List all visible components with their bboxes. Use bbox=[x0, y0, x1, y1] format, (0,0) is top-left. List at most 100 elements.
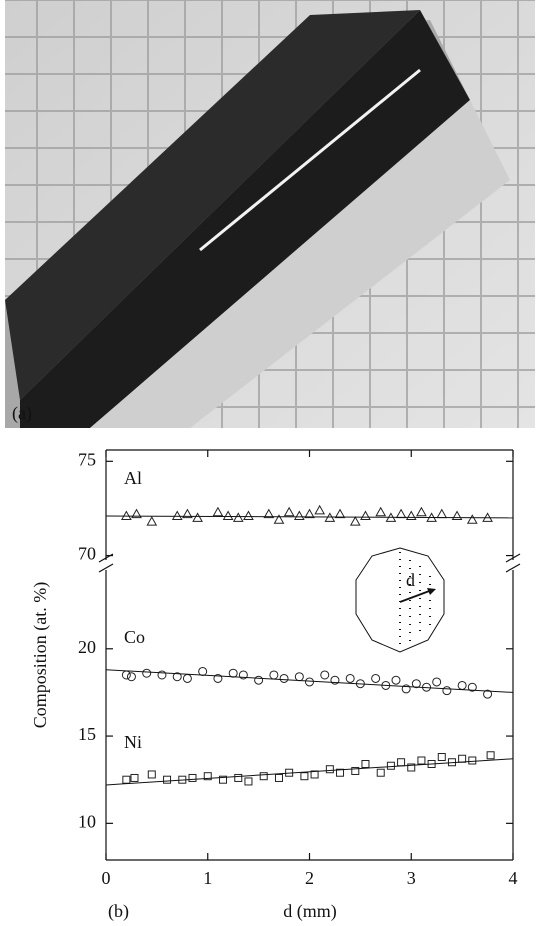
point bbox=[351, 766, 360, 775]
point bbox=[259, 772, 268, 781]
point bbox=[349, 516, 361, 526]
point bbox=[122, 775, 131, 784]
axis-break bbox=[505, 553, 521, 563]
fit-line bbox=[105, 758, 514, 786]
point bbox=[273, 514, 285, 524]
inset: d bbox=[355, 547, 445, 653]
x-tick-label: 0 bbox=[102, 868, 111, 888]
point bbox=[121, 670, 131, 680]
point bbox=[310, 770, 319, 779]
x-tick-label: 2 bbox=[305, 868, 314, 888]
y-axis-label: Composition (at. %) bbox=[30, 582, 51, 729]
point bbox=[293, 510, 305, 520]
point bbox=[451, 510, 463, 520]
point bbox=[376, 768, 385, 777]
point bbox=[219, 775, 228, 784]
point bbox=[234, 773, 243, 782]
point bbox=[345, 673, 355, 683]
point bbox=[371, 673, 381, 683]
point bbox=[314, 504, 326, 515]
series-label: Ni bbox=[124, 732, 142, 752]
series-label: Co bbox=[124, 627, 145, 647]
point bbox=[294, 672, 304, 682]
point bbox=[212, 506, 224, 517]
point bbox=[334, 508, 346, 519]
point bbox=[486, 751, 495, 760]
series-label: Al bbox=[124, 468, 142, 488]
point bbox=[182, 508, 193, 519]
point bbox=[336, 768, 345, 777]
point bbox=[254, 675, 264, 685]
point bbox=[243, 510, 254, 520]
point bbox=[330, 675, 340, 685]
point bbox=[401, 684, 411, 694]
y-tick-label: 10 bbox=[78, 811, 96, 831]
point bbox=[163, 775, 172, 784]
x-tick-label: 4 bbox=[509, 868, 518, 888]
point bbox=[182, 673, 192, 683]
point bbox=[416, 506, 427, 517]
point bbox=[458, 754, 467, 763]
x-tick-label: 1 bbox=[203, 868, 212, 888]
point bbox=[467, 682, 477, 692]
point bbox=[405, 510, 417, 520]
point bbox=[130, 773, 139, 782]
point bbox=[172, 672, 182, 682]
point bbox=[147, 770, 156, 779]
point bbox=[466, 514, 478, 524]
point bbox=[386, 761, 395, 770]
point bbox=[238, 670, 248, 680]
point bbox=[397, 758, 406, 767]
point bbox=[126, 672, 136, 682]
y-tick-label: 20 bbox=[78, 637, 96, 657]
point bbox=[391, 675, 401, 685]
fit-line bbox=[105, 669, 514, 693]
point bbox=[274, 773, 283, 782]
fit-line bbox=[105, 515, 514, 519]
point bbox=[198, 666, 208, 676]
point bbox=[436, 508, 448, 519]
panel-label: (b) bbox=[108, 901, 129, 922]
point bbox=[131, 508, 142, 519]
point bbox=[244, 777, 253, 786]
photo: (a) bbox=[5, 0, 535, 428]
point bbox=[203, 772, 212, 781]
point bbox=[437, 753, 446, 762]
y-tick-label: 70 bbox=[78, 544, 96, 564]
point bbox=[395, 508, 407, 519]
y-tick-label: 15 bbox=[78, 724, 96, 744]
point bbox=[146, 516, 158, 526]
point bbox=[305, 677, 314, 687]
point bbox=[269, 670, 279, 680]
x-axis-label: d (mm) bbox=[283, 901, 337, 922]
point bbox=[304, 508, 315, 519]
point bbox=[263, 508, 275, 519]
point bbox=[283, 506, 295, 517]
point bbox=[120, 510, 132, 520]
point bbox=[325, 765, 334, 774]
point bbox=[213, 673, 223, 683]
point bbox=[171, 510, 183, 520]
x-tick-label: 3 bbox=[407, 868, 416, 888]
point bbox=[300, 772, 309, 781]
point bbox=[432, 677, 442, 687]
inset-label: d bbox=[406, 570, 415, 590]
point bbox=[320, 670, 330, 680]
point bbox=[407, 763, 416, 772]
point bbox=[442, 686, 452, 696]
point bbox=[411, 679, 421, 689]
point bbox=[188, 773, 197, 782]
point bbox=[279, 673, 289, 683]
point bbox=[232, 512, 244, 522]
point bbox=[157, 670, 167, 680]
point bbox=[375, 506, 387, 517]
point bbox=[360, 510, 371, 520]
point bbox=[222, 510, 234, 520]
axis-break bbox=[505, 563, 521, 573]
point bbox=[228, 668, 238, 678]
point bbox=[457, 680, 467, 690]
y-tick-label: 75 bbox=[78, 449, 96, 469]
photo-label: (a) bbox=[12, 403, 32, 424]
point bbox=[417, 756, 426, 765]
